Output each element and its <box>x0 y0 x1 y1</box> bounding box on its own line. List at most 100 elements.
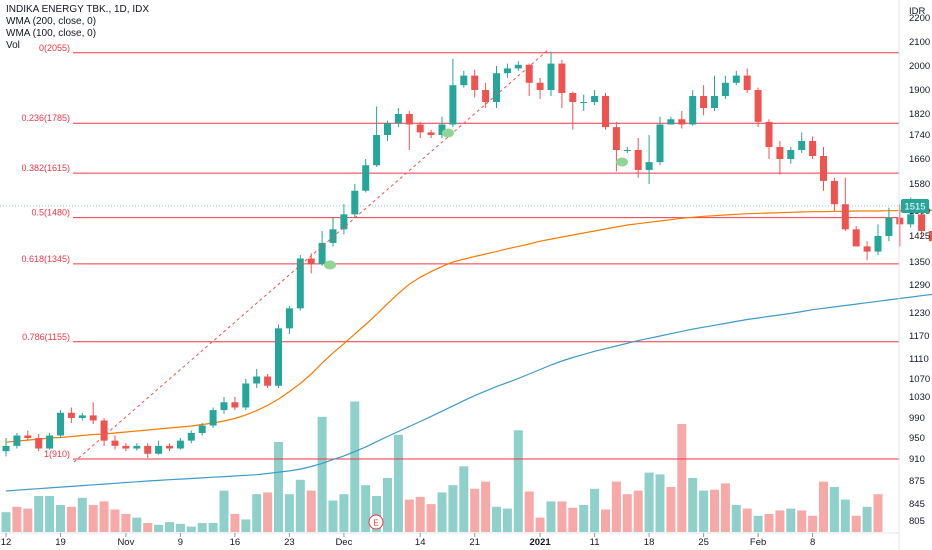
candle-body <box>144 445 152 454</box>
candle-body <box>176 440 184 449</box>
candle-body <box>394 114 402 124</box>
candle-body <box>830 180 838 205</box>
candle-body <box>809 141 817 156</box>
candle-body <box>427 132 435 135</box>
candle-body <box>13 435 21 446</box>
candle-body <box>57 412 64 436</box>
volume-bar <box>448 485 458 532</box>
fib-level-label: 0.5(1480) <box>31 208 70 218</box>
candle-body <box>438 124 446 135</box>
candle-body <box>623 150 631 151</box>
candle-body <box>373 135 381 166</box>
candle-body <box>318 242 326 264</box>
volume-bar <box>404 499 414 532</box>
volume-bar <box>862 506 872 532</box>
volume-bar <box>208 523 218 532</box>
candle-body <box>612 127 620 150</box>
fib-level-label: 0(2055) <box>39 43 70 53</box>
volume-bar <box>132 517 142 532</box>
candle-body <box>405 114 413 125</box>
volume-layer <box>1 401 883 532</box>
time-tick-label: 21 <box>469 537 480 548</box>
candle-body <box>711 96 718 108</box>
volume-bar <box>1 512 11 532</box>
volume-bar <box>350 401 360 532</box>
candle-body <box>634 150 642 170</box>
volume-bar <box>611 481 621 532</box>
signal-marker <box>442 128 454 138</box>
candle-body <box>133 445 141 449</box>
volume-bar <box>339 494 349 532</box>
volume-bar <box>361 485 371 532</box>
candle-body <box>296 258 304 309</box>
price-tick-label: 1820 <box>909 109 930 120</box>
candle-body <box>166 445 173 449</box>
time-tick-label: 18 <box>644 537 655 548</box>
volume-bar <box>568 507 578 532</box>
time-tick-label: Feb <box>750 537 766 548</box>
time-tick-label: 11 <box>590 537 600 548</box>
earnings-marker[interactable] <box>368 514 384 530</box>
candle-body <box>503 68 511 74</box>
time-tick-label: Dec <box>335 537 352 548</box>
wma200-line <box>5 293 932 492</box>
volume-bar <box>186 526 196 532</box>
candle-body <box>340 214 348 230</box>
candle-body <box>111 440 119 446</box>
candle-body <box>514 64 522 69</box>
volume-bar <box>644 472 654 532</box>
volume-bar <box>263 492 273 532</box>
candle-body <box>416 124 424 133</box>
candle-body <box>362 165 370 191</box>
volume-bar <box>77 497 87 532</box>
price-tick-label: 1110 <box>909 354 929 365</box>
volume-bar <box>481 481 491 532</box>
price-tick-label: 845 <box>909 499 925 510</box>
price-tick-label: 1230 <box>909 308 930 319</box>
volume-bar <box>56 505 65 532</box>
time-tick-label: 9 <box>178 537 183 548</box>
volume-bar <box>470 488 480 532</box>
candle-body <box>187 433 195 441</box>
last-price-badge: 1515 <box>0 198 929 213</box>
candle-body <box>100 420 108 441</box>
time-tick-label: 12 <box>1 537 12 548</box>
wma100-line <box>5 209 932 443</box>
candle-body <box>885 217 893 236</box>
price-tick-label: 2000 <box>909 61 930 72</box>
volume-bar <box>502 508 512 532</box>
last-price-label: 1515 <box>904 201 925 212</box>
time-tick-label: 19 <box>55 537 66 548</box>
volume-bar <box>731 505 741 532</box>
volume-bar <box>219 490 229 532</box>
candle-body <box>863 246 871 252</box>
volume-bar <box>372 496 382 532</box>
candle-body <box>2 445 10 452</box>
candle-body <box>67 412 75 418</box>
legend-vol: Vol <box>6 40 20 51</box>
candle-body <box>242 383 250 408</box>
time-tick-label: 8 <box>810 537 815 548</box>
candle-body <box>198 425 206 433</box>
candle-body <box>700 96 708 108</box>
candle-body <box>580 102 588 103</box>
volume-bar <box>579 505 589 532</box>
candle-body <box>918 214 926 231</box>
candle-body <box>471 75 479 90</box>
chart-legend: INDIKA ENERGY TBK., 1D, IDX WMA (200, cl… <box>6 4 149 52</box>
volume-bar <box>175 523 185 532</box>
volume-bar <box>557 501 567 532</box>
volume-bar <box>459 466 469 532</box>
candle-body <box>253 376 261 384</box>
volume-bar <box>284 494 294 532</box>
candle-body <box>678 119 686 125</box>
price-axis[interactable]: IDR 805 845 875 910 950 990 1030 1070 1110 1170 12… <box>898 0 930 550</box>
price-tick-label: 910 <box>909 454 925 465</box>
volume-bar <box>677 424 687 532</box>
earnings-marker-label: E <box>373 519 378 528</box>
candle-body <box>285 308 293 329</box>
candle-body <box>743 75 751 90</box>
volume-bar <box>121 514 131 532</box>
time-axis[interactable]: 12 19 Nov 9 16 23 Dec 14 21 2021 11 18 25 Feb 8 <box>0 532 899 548</box>
